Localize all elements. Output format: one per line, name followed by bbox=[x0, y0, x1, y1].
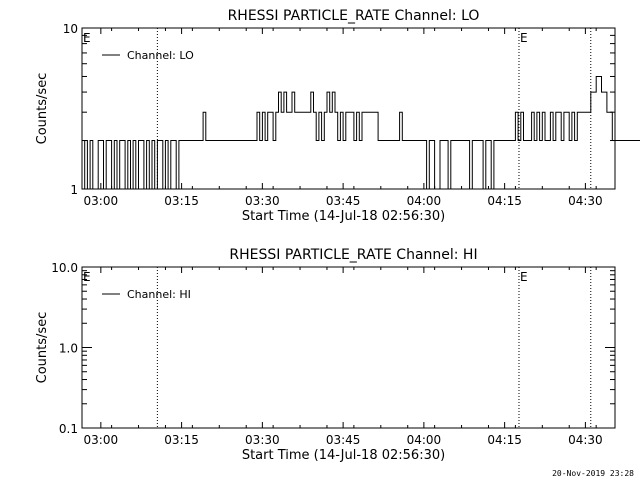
y-axis-label: Counts/sec bbox=[35, 73, 50, 145]
y-tick-label: 0.1 bbox=[59, 422, 78, 436]
y-tick-label: 10 bbox=[63, 22, 78, 36]
x-tick-label: 03:00 bbox=[84, 433, 119, 447]
x-tick-label: 04:30 bbox=[568, 433, 603, 447]
event-marker-label: E bbox=[520, 31, 528, 45]
footer-timestamp: 20-Nov-2019 23:28 bbox=[552, 469, 634, 478]
event-marker-label: E bbox=[520, 270, 528, 284]
event-marker-label: E bbox=[83, 31, 91, 45]
y-tick-label: 1 bbox=[70, 183, 78, 197]
plot-frame bbox=[81, 27, 616, 190]
x-axis-label: Start Time (14-Jul-18 02:56:30) bbox=[242, 209, 445, 224]
x-tick-label: 03:45 bbox=[326, 194, 361, 208]
x-tick-label: 03:45 bbox=[326, 433, 361, 447]
x-tick-label: 03:15 bbox=[164, 194, 199, 208]
x-tick-label: 04:00 bbox=[407, 433, 442, 447]
x-tick-label: 04:00 bbox=[407, 194, 442, 208]
y-tick-label: 10.0 bbox=[51, 261, 78, 275]
y-axis-label: Counts/sec bbox=[35, 312, 50, 384]
x-tick-label: 03:30 bbox=[245, 194, 280, 208]
x-tick-label: 03:00 bbox=[84, 194, 119, 208]
x-tick-label: 03:30 bbox=[245, 433, 280, 447]
x-tick-label: 03:15 bbox=[164, 433, 199, 447]
legend-entry: Channel: LO bbox=[127, 49, 194, 62]
event-marker-label: E bbox=[83, 270, 91, 284]
chart-panel-2: RHESSI PARTICLE_RATE Channel: HI 03:00 03:… bbox=[35, 247, 616, 463]
x-tick-label: 04:15 bbox=[487, 194, 522, 208]
series-line-lo bbox=[82, 76, 640, 190]
x-axis-label: Start Time (14-Jul-18 02:56:30) bbox=[242, 448, 445, 463]
x-tick-label: 04:30 bbox=[568, 194, 603, 208]
y-tick-label: 1.0 bbox=[59, 342, 78, 356]
chart-title: RHESSI PARTICLE_RATE Channel: HI bbox=[229, 247, 477, 263]
chart-panel-1: RHESSI PARTICLE_RATE Channel: LO 03:00 03:… bbox=[35, 8, 640, 224]
x-tick-label: 04:15 bbox=[487, 433, 522, 447]
chart-title: RHESSI PARTICLE_RATE Channel: LO bbox=[228, 8, 480, 24]
legend-entry: Channel: HI bbox=[127, 288, 191, 301]
